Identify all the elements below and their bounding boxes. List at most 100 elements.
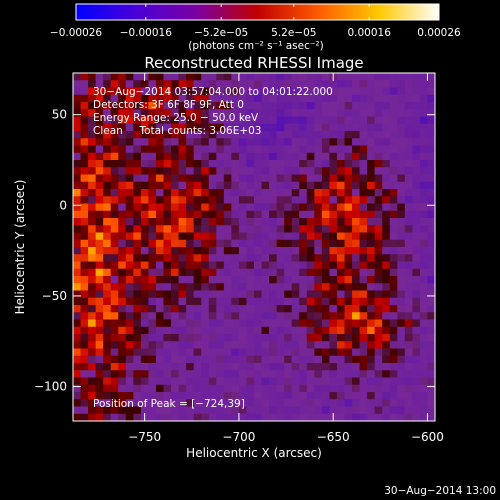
- heatmap-cell: [276, 406, 285, 415]
- heatmap-cell: [216, 131, 225, 139]
- heatmap-cell: [73, 123, 81, 132]
- heatmap-cell: [178, 355, 187, 364]
- heatmap-cell: [73, 247, 81, 255]
- heatmap-cell: [284, 145, 293, 154]
- heatmap-cell: [344, 145, 353, 154]
- heatmap-cell: [374, 131, 383, 139]
- heatmap-cell: [246, 413, 255, 421]
- heatmap-cell: [110, 363, 119, 371]
- heatmap-cell: [216, 152, 225, 161]
- heatmap-cell: [397, 326, 406, 335]
- heatmap-cell: [118, 123, 127, 132]
- heatmap-cell: [254, 297, 262, 306]
- heatmap-cell: [314, 189, 323, 197]
- heatmap-cell: [238, 232, 247, 241]
- y-tick-label: −50: [42, 289, 67, 303]
- heatmap-cell: [80, 232, 89, 241]
- heatmap-cell: [404, 254, 413, 262]
- heatmap-cell: [389, 138, 398, 146]
- heatmap-cell: [80, 210, 89, 219]
- heatmap-cell: [329, 355, 338, 364]
- heatmap-cell: [397, 290, 406, 299]
- heatmap-cell: [329, 210, 338, 219]
- heatmap-cell: [216, 80, 225, 88]
- heatmap-cell: [148, 363, 157, 371]
- heatmap-cell: [291, 406, 300, 415]
- heatmap-cell: [299, 167, 308, 175]
- heatmap-cell: [299, 232, 308, 241]
- heatmap-cell: [163, 109, 172, 117]
- heatmap-cell: [344, 239, 353, 248]
- heatmap-cell: [404, 370, 413, 378]
- heatmap-cell: [419, 239, 428, 248]
- heatmap-cell: [73, 239, 81, 248]
- heatmap-cell: [95, 392, 104, 400]
- heatmap-cell: [208, 377, 217, 386]
- heatmap-cell: [254, 145, 262, 154]
- heatmap-cell: [389, 363, 398, 371]
- heatmap-cell: [359, 87, 368, 96]
- heatmap-cell: [352, 297, 360, 306]
- heatmap-cell: [110, 261, 119, 270]
- heatmap-cell: [238, 268, 247, 277]
- heatmap-cell: [231, 384, 240, 393]
- heatmap-cell: [276, 261, 285, 270]
- heatmap-cell: [419, 268, 428, 277]
- heatmap-cell: [352, 131, 360, 139]
- heatmap-cell: [321, 290, 330, 299]
- heatmap-cell: [329, 254, 338, 262]
- heatmap-cell: [155, 399, 164, 407]
- heatmap-cell: [246, 363, 255, 371]
- heatmap-cell: [374, 406, 383, 415]
- heatmap-cell: [163, 247, 172, 255]
- heatmap-cell: [155, 189, 164, 197]
- heatmap-cell: [110, 290, 119, 299]
- heatmap-cell: [193, 276, 202, 284]
- heatmap-cell: [412, 276, 421, 284]
- heatmap-cell: [321, 174, 330, 183]
- heatmap-cell: [148, 377, 157, 386]
- heatmap-cell: [329, 102, 338, 110]
- heatmap-cell: [231, 334, 240, 342]
- heatmap-cell: [419, 102, 428, 110]
- heatmap-cell: [412, 181, 421, 190]
- heatmap-cell: [329, 94, 338, 103]
- heatmap-cell: [359, 334, 368, 342]
- heatmap-cell: [155, 283, 164, 291]
- heatmap-cell: [246, 87, 255, 96]
- heatmap-cell: [419, 225, 428, 233]
- heatmap-cell: [404, 363, 413, 371]
- heatmap-cell: [374, 312, 383, 320]
- heatmap-cell: [336, 138, 345, 146]
- heatmap-cell: [404, 203, 413, 212]
- heatmap-cell: [261, 189, 270, 197]
- heatmap-cell: [269, 80, 278, 88]
- heatmap-cell: [186, 406, 195, 415]
- heatmap-cell: [284, 123, 293, 132]
- heatmap-cell: [269, 319, 278, 328]
- heatmap-cell: [118, 254, 127, 262]
- heatmap-cell: [321, 326, 330, 335]
- heatmap-cell: [276, 348, 285, 357]
- heatmap-cell: [306, 167, 315, 175]
- heatmap-cell: [118, 102, 127, 110]
- heatmap-cell: [73, 167, 81, 175]
- heatmap-cell: [140, 210, 149, 219]
- heatmap-cell: [208, 189, 217, 197]
- heatmap-cell: [329, 80, 338, 88]
- heatmap-cell: [223, 181, 232, 190]
- heatmap-cell: [291, 247, 300, 255]
- heatmap-cell: [404, 406, 413, 415]
- heatmap-cell: [231, 363, 240, 371]
- heatmap-cell: [412, 102, 421, 110]
- heatmap-cell: [118, 94, 127, 103]
- heatmap-cell: [125, 413, 134, 421]
- heatmap-cell: [125, 319, 134, 328]
- heatmap-cell: [412, 131, 421, 139]
- heatmap-cell: [171, 116, 179, 125]
- heatmap-cell: [284, 312, 293, 320]
- heatmap-cell: [352, 326, 360, 335]
- heatmap-cell: [336, 123, 345, 132]
- heatmap-cell: [284, 174, 293, 183]
- heatmap-cell: [314, 341, 323, 349]
